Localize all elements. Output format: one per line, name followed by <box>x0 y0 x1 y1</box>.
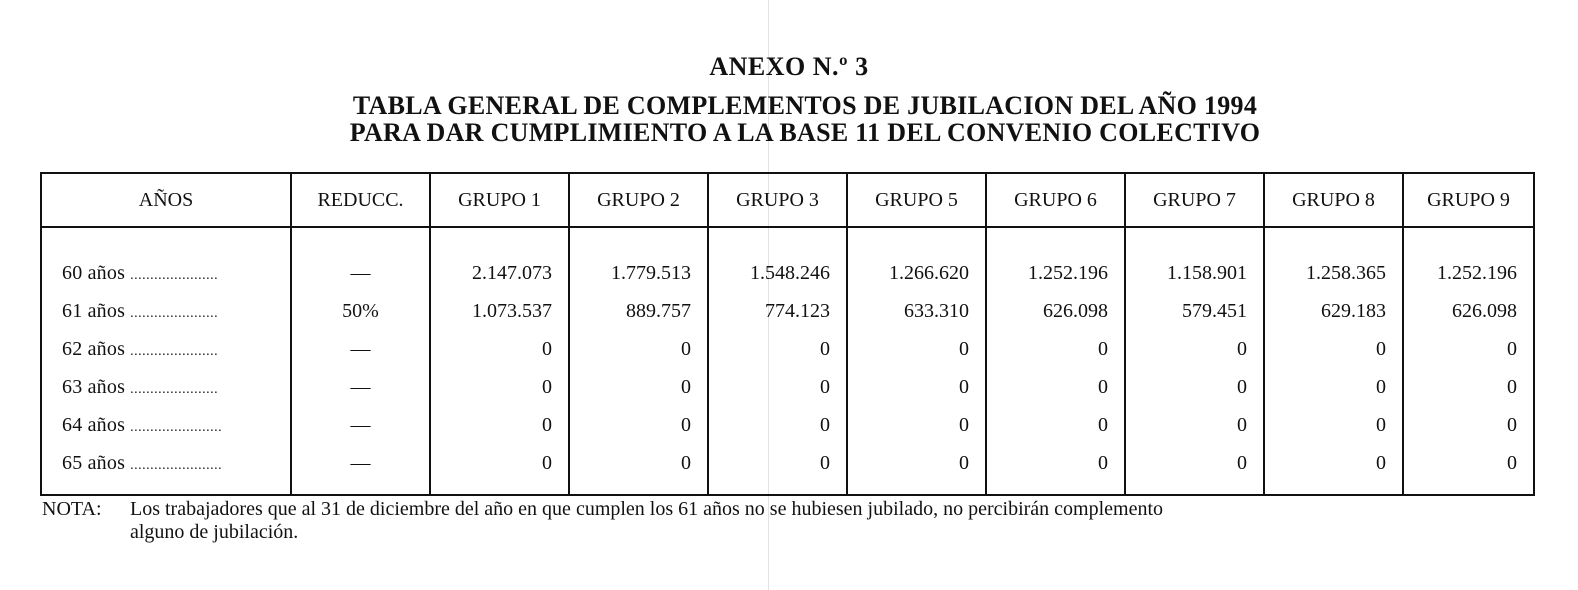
age-label: 63 años <box>62 375 126 398</box>
amount-cell: 889.757 <box>568 292 708 330</box>
amount-cell: 1.779.513 <box>568 227 708 292</box>
age-label: 62 años <box>62 337 126 360</box>
title-line-2: PARA DAR CUMPLIMIENTO A LA BASE 11 DEL C… <box>349 118 1261 147</box>
amount-cell: 0 <box>985 368 1125 406</box>
amount-cell: 0 <box>568 368 708 406</box>
age-cell: 63 años ...................... <box>41 368 291 406</box>
age-cell: 60 años ...................... <box>41 227 291 292</box>
header-group-9: GRUPO 9 <box>1402 173 1534 228</box>
amount-cell: 0 <box>429 444 569 495</box>
reduction-cell: 50% <box>290 292 430 330</box>
age-cell: 65 años ....................... <box>41 444 291 495</box>
table-row: 64 años ....................... —0 0 0 0 0 0 0 0 <box>41 406 1534 444</box>
header-group-3: GRUPO 3 <box>707 173 847 228</box>
amount-cell: 0 <box>1124 444 1264 495</box>
age-cell: 61 años ...................... <box>41 292 291 330</box>
amount-cell: 0 <box>1263 406 1403 444</box>
age-cell: 64 años ....................... <box>41 406 291 444</box>
amount-cell: 0 <box>846 406 986 444</box>
amount-cell: 0 <box>846 444 986 495</box>
amount-cell: 0 <box>429 330 569 368</box>
dot-leader: ...................... <box>130 381 219 397</box>
age-cell: 62 años ...................... <box>41 330 291 368</box>
age-label: 65 años <box>62 451 126 474</box>
amount-cell: 774.123 <box>707 292 847 330</box>
amount-cell: 0 <box>707 368 847 406</box>
amount-cell: 0 <box>429 368 569 406</box>
annex-title: ANEXO N.º 3 <box>709 52 869 81</box>
amount-cell: 2.147.073 <box>429 227 569 292</box>
note-text-line-1: Los trabajadores que al 31 de diciembre … <box>130 498 1164 520</box>
amount-cell: 1.252.196 <box>985 227 1125 292</box>
dot-leader: ....................... <box>130 457 223 473</box>
note-label: NOTA: <box>42 498 102 520</box>
dot-leader: ....................... <box>130 419 223 435</box>
title-line-1: TABLA GENERAL DE COMPLEMENTOS DE JUBILAC… <box>352 91 1258 120</box>
amount-cell: 1.548.246 <box>707 227 847 292</box>
table-row: 61 años ...................... 50% 1.073.5… <box>41 292 1534 330</box>
amount-cell: 1.073.537 <box>429 292 569 330</box>
amount-cell: 0 <box>707 406 847 444</box>
document-title: TABLA GENERAL DE COMPLEMENTOS DE JUBILAC… <box>0 92 1578 146</box>
amount-cell: 626.098 <box>1402 292 1534 330</box>
amount-cell: 0 <box>985 406 1125 444</box>
footnote: NOTA: Los trabajadores que al 31 de dicie… <box>42 498 1163 544</box>
amount-cell: 0 <box>568 444 708 495</box>
amount-cell: 0 <box>985 444 1125 495</box>
amount-cell: 1.258.365 <box>1263 227 1403 292</box>
dot-leader: ...................... <box>130 305 219 321</box>
amount-cell: 579.451 <box>1124 292 1264 330</box>
header-group-8: GRUPO 8 <box>1263 173 1403 228</box>
amount-cell: 0 <box>1402 368 1534 406</box>
amount-cell: 0 <box>1124 330 1264 368</box>
amount-cell: 0 <box>985 330 1125 368</box>
amount-cell: 629.183 <box>1263 292 1403 330</box>
header-group-6: GRUPO 6 <box>985 173 1125 228</box>
amount-cell: 626.098 <box>985 292 1125 330</box>
amount-cell: 1.266.620 <box>846 227 986 292</box>
amount-cell: 0 <box>1124 406 1264 444</box>
amount-cell: 0 <box>429 406 569 444</box>
table-row: 62 años ...................... —0 0 0 0 0 0 0 0 <box>41 330 1534 368</box>
amount-cell: 0 <box>846 330 986 368</box>
header-group-2: GRUPO 2 <box>568 173 708 228</box>
table-row: 63 años ...................... —0 0 0 0 0 0 0 0 <box>41 368 1534 406</box>
amount-cell: 1.252.196 <box>1402 227 1534 292</box>
reduction-cell: — <box>290 227 430 292</box>
age-label: 61 años <box>62 299 126 322</box>
note-text-line-2: alguno de jubilación. <box>130 521 299 543</box>
table-row: 65 años ....................... —0 0 0 0 0 0 0 0 <box>41 444 1534 495</box>
header-group-7: GRUPO 7 <box>1124 173 1264 228</box>
header-reduction: REDUCC. <box>290 173 430 228</box>
dot-leader: ...................... <box>130 343 219 359</box>
amount-cell: 0 <box>568 330 708 368</box>
amount-cell: 0 <box>1263 444 1403 495</box>
amount-cell: 633.310 <box>846 292 986 330</box>
table-row: 60 años ...................... —2.147.073… <box>41 227 1534 292</box>
amount-cell: 0 <box>1402 330 1534 368</box>
amount-cell: 0 <box>1263 330 1403 368</box>
age-label: 60 años <box>62 261 126 284</box>
amount-cell: 0 <box>707 330 847 368</box>
header-group-5: GRUPO 5 <box>846 173 986 228</box>
amount-cell: 1.158.901 <box>1124 227 1264 292</box>
reduction-cell: — <box>290 368 430 406</box>
pension-supplement-table: AÑOS REDUCC. GRUPO 1 GRUPO 2 GRUPO 3 GRU… <box>40 172 1535 496</box>
amount-cell: 0 <box>846 368 986 406</box>
amount-cell: 0 <box>707 444 847 495</box>
amount-cell: 0 <box>568 406 708 444</box>
header-years: AÑOS <box>41 173 291 228</box>
reduction-cell: — <box>290 444 430 495</box>
age-label: 64 años <box>62 413 126 436</box>
header-group-1: GRUPO 1 <box>429 173 569 228</box>
reduction-cell: — <box>290 330 430 368</box>
amount-cell: 0 <box>1263 368 1403 406</box>
table-header-row: AÑOS REDUCC. GRUPO 1 GRUPO 2 GRUPO 3 GRU… <box>41 173 1534 228</box>
dot-leader: ...................... <box>130 267 219 283</box>
amount-cell: 0 <box>1124 368 1264 406</box>
amount-cell: 0 <box>1402 406 1534 444</box>
reduction-cell: — <box>290 406 430 444</box>
amount-cell: 0 <box>1402 444 1534 495</box>
